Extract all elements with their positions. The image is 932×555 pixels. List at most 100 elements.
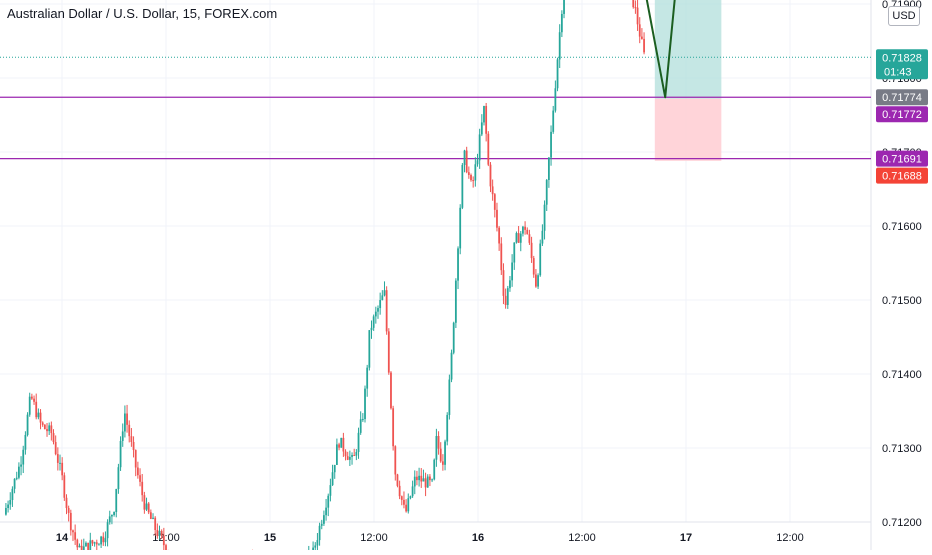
candle-body bbox=[78, 545, 81, 548]
candle-body bbox=[558, 32, 561, 60]
candle-body bbox=[325, 507, 327, 516]
candle-body bbox=[98, 544, 100, 546]
candle-body bbox=[524, 226, 526, 230]
candle-body bbox=[100, 536, 103, 545]
candle-body bbox=[80, 545, 83, 555]
candle-body bbox=[82, 546, 85, 555]
candle-body bbox=[398, 485, 401, 497]
candle-body bbox=[420, 475, 423, 482]
candle-body bbox=[506, 288, 509, 305]
candle-body bbox=[541, 230, 544, 244]
candle-body bbox=[563, 0, 565, 14]
candle-body bbox=[353, 455, 356, 457]
candle-body bbox=[130, 436, 133, 442]
candle-body bbox=[403, 499, 405, 505]
candle-body bbox=[554, 88, 557, 111]
candle-body bbox=[331, 472, 334, 486]
candle-body bbox=[478, 134, 481, 161]
candle-body bbox=[61, 462, 64, 476]
candle-body bbox=[463, 150, 466, 165]
candle-body bbox=[18, 466, 20, 478]
candle-body bbox=[392, 408, 395, 447]
y-tick-label: 0.71600 bbox=[882, 221, 922, 233]
price-label-text: 0.71828 bbox=[882, 52, 922, 64]
candle-body bbox=[74, 532, 77, 540]
candle-body bbox=[346, 456, 349, 460]
candle-body bbox=[552, 110, 555, 132]
candle-body bbox=[143, 495, 146, 510]
candle-body bbox=[149, 512, 152, 519]
candle-body bbox=[461, 164, 464, 208]
candle-body bbox=[517, 233, 520, 243]
candle-body bbox=[483, 105, 485, 123]
candle-body bbox=[470, 174, 472, 181]
candle-body bbox=[379, 300, 382, 309]
candle-body bbox=[348, 456, 351, 460]
candle-body bbox=[489, 164, 492, 187]
candle-body bbox=[87, 542, 90, 552]
candle-body bbox=[7, 504, 9, 508]
candle-body bbox=[437, 436, 440, 449]
currency-button[interactable]: USD bbox=[888, 6, 920, 26]
candle-body bbox=[145, 503, 148, 510]
candle-body bbox=[351, 455, 353, 457]
candle-body bbox=[448, 379, 451, 415]
candle-body bbox=[435, 436, 438, 460]
candle-body bbox=[22, 449, 25, 465]
candle-body bbox=[340, 437, 343, 448]
symbol-title: Australian Dollar / U.S. Dollar, 15, FOR… bbox=[7, 6, 278, 21]
price-label-text: 0.71688 bbox=[882, 171, 922, 183]
y-tick-label: 0.71200 bbox=[882, 517, 922, 529]
candle-body bbox=[154, 517, 157, 530]
candle-body bbox=[515, 233, 518, 243]
candle-body bbox=[113, 511, 115, 515]
candle-body bbox=[41, 422, 44, 425]
candle-body bbox=[24, 434, 27, 450]
countdown-label: 01:43 bbox=[884, 66, 912, 78]
projection-arrow[interactable] bbox=[601, 0, 707, 99]
candle-body bbox=[89, 540, 92, 552]
target-zone[interactable] bbox=[654, 0, 722, 99]
candle-body bbox=[132, 441, 135, 451]
candle-body bbox=[43, 424, 46, 430]
candle-body bbox=[528, 234, 531, 243]
y-tick-label: 0.71300 bbox=[882, 443, 922, 455]
candle-body bbox=[30, 396, 33, 399]
x-tick-label: 16 bbox=[472, 532, 484, 544]
candle-body bbox=[106, 522, 109, 539]
candle-body bbox=[513, 242, 516, 263]
candle-body bbox=[418, 475, 420, 481]
candle-body bbox=[320, 523, 323, 526]
candle-body bbox=[491, 186, 494, 195]
candle-body bbox=[26, 414, 29, 435]
time-axis[interactable] bbox=[0, 522, 871, 550]
candle-body bbox=[39, 412, 42, 423]
candle-body bbox=[413, 476, 416, 487]
candle-body bbox=[547, 157, 550, 181]
candle-body bbox=[638, 24, 641, 37]
candle-body bbox=[426, 476, 429, 488]
candle-body bbox=[465, 150, 468, 173]
candle-body bbox=[33, 398, 35, 402]
candle-body bbox=[643, 38, 645, 53]
candle-body bbox=[35, 401, 38, 418]
candle-body bbox=[165, 545, 167, 554]
candle-body bbox=[467, 172, 470, 175]
candle-body bbox=[108, 516, 111, 523]
x-tick-label: 12:00 bbox=[776, 532, 804, 544]
stop-zone[interactable] bbox=[654, 98, 722, 161]
candle-body bbox=[152, 517, 154, 519]
plot-area[interactable] bbox=[0, 0, 871, 522]
candle-body bbox=[355, 451, 358, 456]
price-label-badge bbox=[876, 150, 928, 167]
candle-body bbox=[9, 500, 12, 505]
candle-body bbox=[444, 441, 446, 465]
candle-body bbox=[383, 290, 386, 296]
candle-body bbox=[56, 454, 59, 463]
candle-body bbox=[59, 462, 61, 464]
candle-body bbox=[530, 242, 533, 259]
candle-body bbox=[550, 131, 552, 158]
candle-body bbox=[424, 478, 427, 488]
